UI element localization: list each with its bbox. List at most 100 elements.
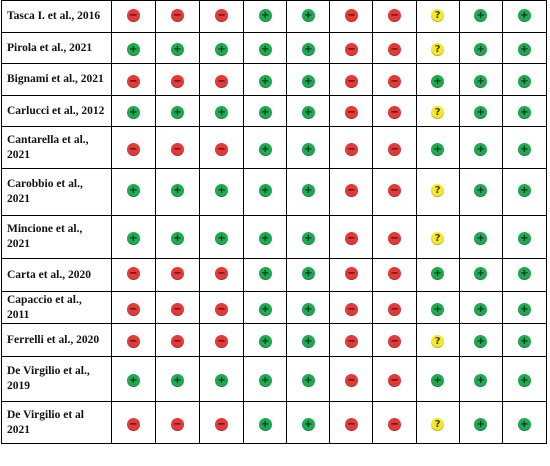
high-risk-icon: −: [388, 142, 402, 156]
low-risk-icon: +: [215, 106, 229, 119]
low-risk-icon: +: [301, 74, 315, 88]
high-risk-icon: −: [171, 335, 184, 348]
rating-cell: +: [243, 63, 288, 96]
rating-cell: +: [110, 356, 156, 402]
high-risk-icon: −: [126, 417, 140, 431]
low-risk-icon: +: [474, 302, 488, 316]
high-risk-icon: −: [126, 142, 140, 156]
rating-cell: +: [286, 258, 331, 292]
table-row: Carlucci et al., 2012 + + + + + − −? + +: [1, 95, 548, 127]
low-risk-icon: +: [301, 142, 315, 156]
low-risk-icon: +: [517, 374, 531, 387]
high-risk-icon: −: [388, 335, 402, 348]
high-risk-icon: −: [215, 74, 229, 88]
high-risk-icon: −: [388, 8, 402, 22]
table-row: Ferrelli et al., 2020 − − − + + − −? + +: [1, 323, 548, 357]
high-risk-icon: −: [344, 267, 358, 280]
high-risk-icon: −: [171, 74, 184, 88]
rating-cell: −: [329, 168, 374, 216]
rating-cell: +: [286, 0, 331, 33]
low-risk-icon: +: [517, 43, 531, 56]
rating-cell: ?: [415, 95, 460, 127]
study-name-cell: Carobbio et al., 2021: [1, 168, 112, 216]
high-risk-icon: −: [126, 267, 140, 280]
rating-cell: +: [286, 291, 331, 324]
rating-cell: −: [154, 401, 201, 444]
low-risk-icon: +: [258, 267, 272, 280]
high-risk-icon: −: [171, 142, 184, 156]
low-risk-icon: +: [301, 106, 315, 119]
rating-cell: −: [154, 323, 201, 357]
rating-cell: +: [286, 401, 331, 444]
rating-cell: +: [243, 215, 288, 259]
rating-cell: −: [372, 215, 417, 259]
study-name-cell: Cantarella et al., 2021: [1, 126, 112, 169]
rating-cell: −: [199, 126, 245, 169]
low-risk-icon: +: [171, 106, 184, 119]
rating-cell: −: [110, 63, 156, 96]
low-risk-icon: +: [517, 74, 531, 88]
rating-cell: −: [329, 323, 374, 357]
rating-cell: −: [110, 323, 156, 357]
rating-cell: +: [243, 0, 288, 33]
rating-cell: +: [458, 356, 503, 402]
rating-cell: +: [154, 215, 201, 259]
rating-cell: −: [372, 95, 417, 127]
study-name-cell: De Virgilio et al., 2019: [1, 356, 112, 402]
rating-cell: ?: [415, 215, 460, 259]
low-risk-icon: +: [258, 8, 272, 22]
study-name-cell: Ferrelli et al., 2020: [1, 323, 112, 357]
low-risk-icon: +: [517, 302, 531, 316]
low-risk-icon: +: [258, 335, 272, 348]
unclear-risk-icon: ?: [431, 232, 445, 245]
rating-cell: +: [286, 356, 331, 402]
low-risk-icon: +: [474, 106, 488, 119]
rating-cell: −: [372, 401, 417, 444]
low-risk-icon: +: [431, 267, 445, 280]
study-name-cell: Capaccio et al., 2011: [1, 291, 112, 324]
rating-cell: +: [458, 215, 503, 259]
study-name-cell: Mincione et al., 2021: [1, 215, 112, 259]
rating-cell: +: [154, 32, 201, 64]
unclear-risk-icon: ?: [431, 8, 445, 22]
low-risk-icon: +: [258, 106, 272, 119]
rating-cell: ?: [415, 323, 460, 357]
low-risk-icon: +: [215, 43, 229, 56]
rating-cell: +: [501, 95, 548, 127]
low-risk-icon: +: [126, 43, 140, 56]
low-risk-icon: +: [258, 74, 272, 88]
low-risk-icon: +: [517, 106, 531, 119]
rating-cell: +: [458, 168, 503, 216]
rating-cell: +: [199, 356, 245, 402]
rating-cell: −: [329, 291, 374, 324]
rating-cell: −: [329, 401, 374, 444]
low-risk-icon: +: [431, 374, 445, 387]
low-risk-icon: +: [301, 8, 315, 22]
rating-cell: +: [110, 168, 156, 216]
rating-cell: +: [458, 258, 503, 292]
rating-cell: −: [372, 323, 417, 357]
rating-cell: +: [501, 168, 548, 216]
rating-cell: +: [243, 356, 288, 402]
rating-cell: +: [154, 168, 201, 216]
rating-cell: +: [243, 323, 288, 357]
rating-cell: +: [458, 323, 503, 357]
low-risk-icon: +: [258, 43, 272, 56]
study-name-cell: De Virgilio et al 2021: [1, 401, 112, 444]
high-risk-icon: −: [126, 335, 140, 348]
risk-of-bias-table: Tasca I. et al., 2016− − − + + − −? + + Pirola et…: [1, 0, 548, 444]
rating-cell: −: [154, 126, 201, 169]
rating-cell: −: [372, 63, 417, 96]
rating-cell: +: [501, 258, 548, 292]
low-risk-icon: +: [171, 374, 184, 387]
rating-cell: −: [329, 126, 374, 169]
rating-cell: −: [372, 291, 417, 324]
high-risk-icon: −: [388, 74, 402, 88]
rating-cell: +: [110, 95, 156, 127]
rating-cell: +: [199, 32, 245, 64]
rating-cell: +: [415, 356, 460, 402]
low-risk-icon: +: [171, 232, 184, 245]
rating-cell: +: [501, 356, 548, 402]
low-risk-icon: +: [474, 374, 488, 387]
high-risk-icon: −: [344, 8, 358, 22]
